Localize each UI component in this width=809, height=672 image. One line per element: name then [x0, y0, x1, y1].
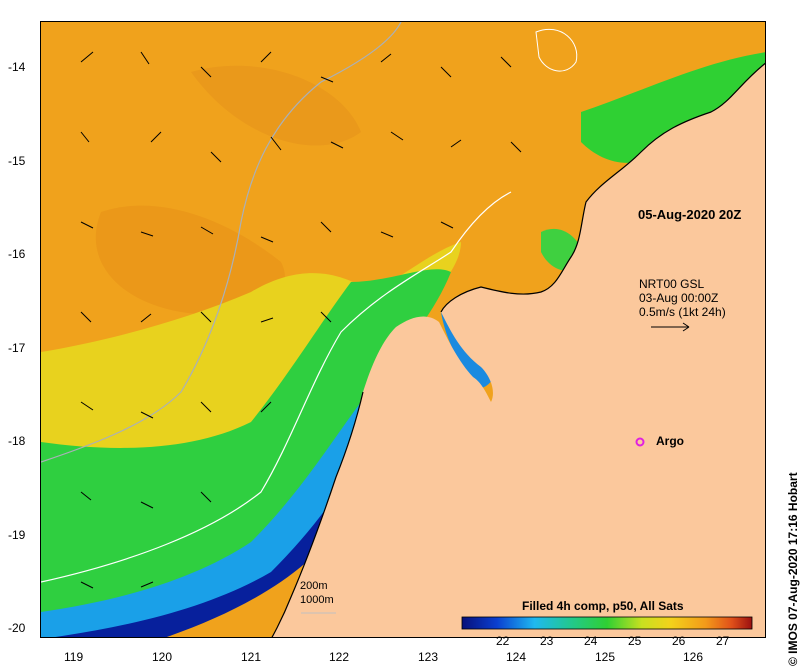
sst-map[interactable] — [40, 21, 766, 638]
lon-tick: 123 — [418, 650, 439, 664]
colorbar-tick: 24 — [584, 634, 598, 648]
lat-tick: -17 — [8, 341, 26, 355]
lon-tick: 124 — [506, 650, 527, 664]
contour-1000m-label: 1000m — [300, 594, 334, 606]
argo-label: Argo — [656, 434, 684, 448]
contour-200m-ring — [535, 28, 578, 72]
lon-tick: 120 — [152, 650, 173, 664]
lon-tick: 119 — [64, 650, 84, 664]
land — [272, 63, 765, 637]
contour-1000m — [41, 22, 402, 463]
colorbar-tick: 22 — [496, 634, 510, 648]
colorbar — [461, 616, 753, 630]
contour-200m-label: 200m — [300, 580, 328, 592]
current-date-label: 03-Aug 00:00Z — [639, 291, 719, 305]
coastline — [271, 62, 765, 637]
lon-tick: 126 — [683, 650, 704, 664]
colorbar-title: Filled 4h comp, p50, All Sats — [522, 599, 684, 613]
lat-tick: -19 — [8, 528, 26, 542]
lon-tick: 121 — [241, 650, 262, 664]
colorbar-tick: 26 — [672, 634, 686, 648]
current-vectors — [80, 51, 690, 589]
current-source-label: NRT00 GSL — [639, 277, 705, 291]
lon-tick: 122 — [329, 650, 350, 664]
credit-label: © IMOS 07-Aug-2020 17:16 Hobart — [786, 472, 800, 666]
ocean-cool — [41, 402, 377, 637]
lat-tick: -14 — [8, 60, 26, 74]
colorbar-tick: 27 — [716, 634, 730, 648]
colorbar-tick: 23 — [540, 634, 554, 648]
lat-tick: -15 — [8, 154, 26, 168]
ocean-warm-patch — [191, 65, 361, 146]
current-scale-label: 0.5m/s (1kt 24h) — [639, 305, 726, 319]
lat-tick: -20 — [8, 621, 26, 635]
sst-map-canvas — [41, 22, 765, 637]
lon-tick: 125 — [595, 650, 616, 664]
ocean-green — [41, 269, 451, 622]
lat-tick: -16 — [8, 247, 26, 261]
contour-200m — [41, 191, 512, 583]
lat-tick: -18 — [8, 434, 26, 448]
colorbar-tick: 25 — [628, 634, 642, 648]
coast-green — [581, 52, 765, 163]
argo-marker — [635, 437, 645, 447]
ocean-cold — [55, 452, 365, 637]
valid-time-label: 05-Aug-2020 20Z — [638, 207, 742, 222]
